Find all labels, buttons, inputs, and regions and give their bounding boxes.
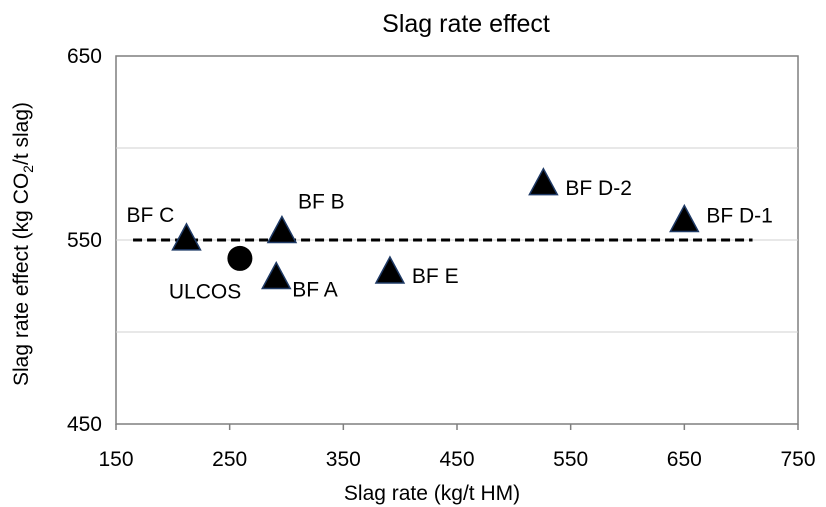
point-label-ulcos: ULCOS: [169, 280, 241, 303]
marker-bf-d-2: [528, 167, 559, 196]
y-tick-label-0: 450: [67, 413, 102, 436]
data-markers: [171, 167, 700, 290]
point-label-bf-d-1: BF D-1: [706, 205, 773, 228]
point-label-bf-e: BF E: [412, 265, 459, 288]
y-axis-label-part-2: /t slag): [10, 102, 33, 165]
y-axis-label-part-1: Slag rate effect (kg CO: [10, 173, 33, 386]
point-labels: BF C BF B BF A BF E BF D-2 BF D-1 ULCOS: [126, 177, 772, 304]
x-tick-label-5: 650: [667, 448, 702, 471]
point-label-bf-d-2: BF D-2: [565, 177, 632, 200]
x-tick-label-3: 450: [439, 448, 474, 471]
marker-bf-b: [266, 214, 298, 244]
chart-title: Slag rate effect: [382, 10, 550, 38]
x-tick-label-6: 750: [780, 448, 815, 471]
point-label-bf-a: BF A: [292, 279, 338, 302]
marker-bf-c: [171, 222, 202, 251]
marker-ulcos: [227, 245, 253, 271]
x-axis-label: Slag rate (kg/t HM): [344, 482, 520, 505]
y-axis-label-subscript: 2: [20, 165, 36, 173]
marker-bf-a: [261, 260, 292, 290]
y-axis-ticks: 450 550 650: [67, 45, 102, 436]
x-tick-label-0: 150: [98, 448, 133, 471]
point-label-bf-c: BF C: [126, 204, 174, 227]
x-tick-label-4: 550: [553, 448, 588, 471]
x-tick-label-1: 250: [212, 448, 247, 471]
point-label-bf-b: BF B: [298, 191, 345, 214]
marker-bf-d-1: [669, 203, 700, 233]
y-axis-label: Slag rate effect (kg CO2/t slag): [10, 102, 36, 386]
y-tick-label-1: 550: [67, 229, 102, 252]
x-axis-ticks: 150 250 350 450 550 650 750: [98, 424, 816, 471]
y-tick-label-2: 650: [67, 45, 102, 68]
marker-bf-e: [374, 255, 406, 284]
x-tick-label-2: 350: [326, 448, 361, 471]
